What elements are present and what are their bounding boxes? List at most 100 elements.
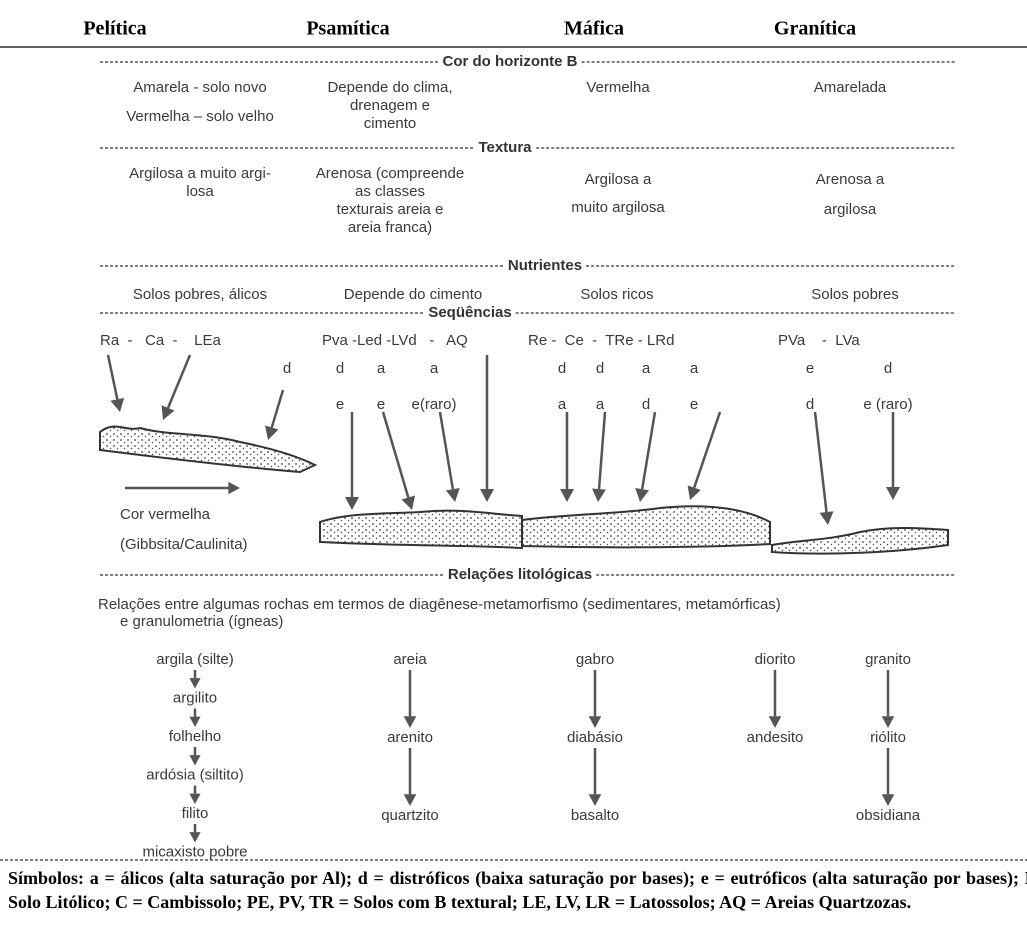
arrow-head [882, 716, 895, 728]
arrow-head [345, 497, 359, 510]
label: muito argilosa [571, 199, 665, 216]
label: Cor vermelha [120, 506, 211, 523]
label: argilosa [824, 201, 877, 218]
label: Textura [478, 139, 532, 156]
label: a [642, 360, 651, 377]
label: (Gibbsita/Caulinita) [120, 536, 248, 553]
label: Arenosa a [816, 171, 885, 188]
label: d [806, 396, 814, 413]
arrow-head [189, 717, 200, 727]
arrow-head [635, 488, 649, 502]
label: gabro [576, 651, 614, 668]
label: e (raro) [863, 396, 912, 413]
label: Relações entre algumas rochas em termos … [98, 596, 781, 613]
label: Solos pobres, álicos [133, 286, 267, 303]
label: Re - Ce - TRe - LRd [528, 332, 674, 349]
arrow-head [589, 794, 602, 806]
label: cimento [364, 115, 417, 132]
label: d [642, 396, 650, 413]
label: Depende do clima, [327, 79, 452, 96]
soil-profile [522, 506, 770, 547]
label: as classes [355, 183, 425, 200]
label: d [884, 360, 892, 377]
label: d [283, 360, 291, 377]
label: filito [182, 805, 209, 822]
label: Depende do cimento [344, 286, 482, 303]
arrow-head [189, 755, 200, 765]
label: d [596, 360, 604, 377]
label: argilito [173, 689, 217, 706]
arrow-head [882, 794, 895, 806]
label: Seqüências [428, 304, 511, 321]
label: Pva -Led -LVd - AQ [322, 332, 468, 349]
label: a [430, 360, 439, 377]
arrow [383, 412, 408, 498]
arrow-head [769, 716, 782, 728]
arrow [272, 390, 283, 428]
label: Amarela - solo novo [133, 79, 266, 96]
label: PVa - LVa [778, 332, 860, 349]
label: a [558, 396, 567, 413]
label: a [377, 360, 386, 377]
arrow-head [886, 487, 900, 500]
label: a [596, 396, 605, 413]
label: e granulometria (ígneas) [120, 613, 283, 630]
label: areia [393, 651, 427, 668]
arrow-head [402, 496, 415, 510]
arrow-head [404, 794, 417, 806]
label: e [806, 360, 814, 377]
label: basalto [571, 807, 619, 824]
label: Vermelha [586, 79, 650, 96]
arrow [694, 412, 720, 488]
label: Solos ricos [580, 286, 653, 303]
arrow [815, 412, 827, 512]
label: riólito [870, 729, 906, 746]
label: losa [186, 183, 214, 200]
label: Solos pobres [811, 286, 899, 303]
page: PelíticaPsamíticaMáficaGraníticaCor do h… [0, 0, 1027, 952]
label: Argilosa a muito argi- [129, 165, 271, 182]
label: Pelítica [83, 18, 146, 40]
label: micaxisto pobre [142, 843, 247, 860]
label: diabásio [567, 729, 623, 746]
arrow-head [589, 716, 602, 728]
arrow-head [446, 488, 460, 502]
soil-profile [100, 427, 315, 472]
arrow-head [480, 489, 494, 502]
label: obsidiana [856, 807, 921, 824]
arrow [108, 355, 117, 399]
label: ardósia (siltito) [146, 766, 244, 783]
arrow-head [110, 398, 124, 412]
label: drenagem e [350, 97, 430, 114]
arrow-head [189, 832, 200, 842]
label: Psamítica [306, 18, 389, 40]
label: e [690, 396, 698, 413]
arrow-head [404, 716, 417, 728]
label: quartzito [381, 807, 439, 824]
label: d [558, 360, 566, 377]
arrow-head [592, 488, 606, 502]
arrow-head [189, 794, 200, 804]
label: texturais areia e [337, 201, 444, 218]
label: Arenosa (compreende [316, 165, 464, 182]
arrow-head [228, 482, 240, 495]
arrow [168, 355, 190, 408]
arrow [440, 412, 453, 489]
label: e [336, 396, 344, 413]
label: Máfica [564, 18, 624, 40]
arrow [642, 412, 655, 489]
label: Argilosa a [585, 171, 652, 188]
label: areia franca) [348, 219, 432, 236]
label: granito [865, 651, 911, 668]
label: a [690, 360, 699, 377]
arrow [599, 412, 605, 489]
soil-profile [320, 511, 522, 548]
label: andesito [747, 729, 804, 746]
label: arenito [387, 729, 433, 746]
label: Amarelada [814, 79, 887, 96]
diagram: PelíticaPsamíticaMáficaGraníticaCor do h… [0, 0, 1027, 952]
label: Ra - Ca - LEa [100, 332, 222, 349]
arrow-head [265, 426, 278, 440]
label: d [336, 360, 344, 377]
label: Relações litológicas [448, 566, 592, 583]
